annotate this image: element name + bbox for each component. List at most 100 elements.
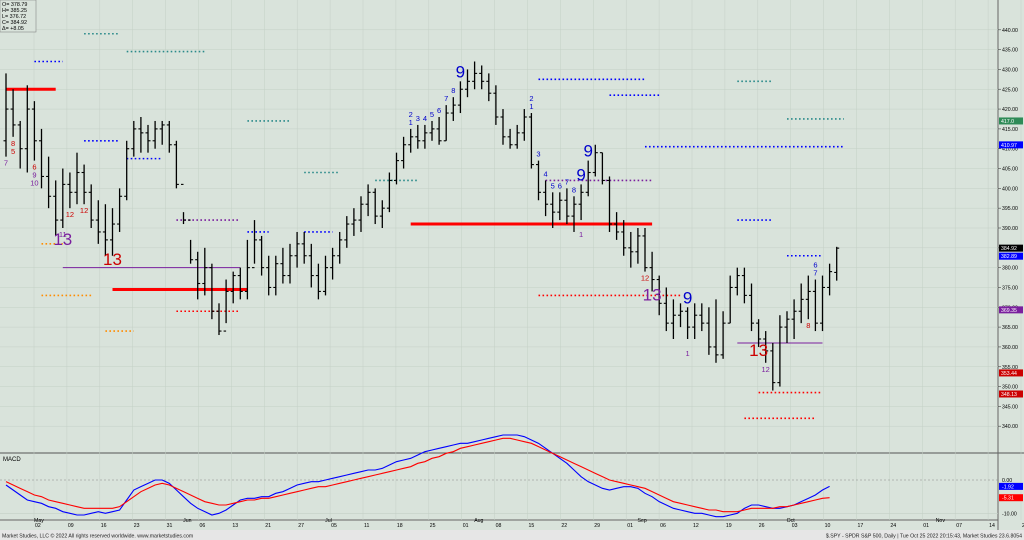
day-tick-label: 02 [35,523,41,529]
ohlc-bar [17,120,23,169]
ohlc-bar [720,311,726,359]
time-axis-labels: 02 09 16 23 31 06 13 21 27 05 11 18 25 01 08 15 22 29 01 06… [34,518,1024,529]
day-tick-label: 29 [594,523,600,529]
ohlc-bar [401,136,407,169]
ohlc-bar [188,219,194,264]
ohlc-bar [308,243,314,288]
footer-status: $.SPY - SPDR S&P 500, Daily | Tue Oct 25… [826,534,1022,540]
ohlc-bar [351,208,357,236]
price-tick-label: 340.00 [1002,424,1018,430]
ohlc-bar [465,69,470,98]
price-tick-label: 345.00 [1002,404,1018,410]
day-tick-label: 09 [68,523,74,529]
ohlc-bar [635,228,641,264]
price-flag [999,252,1023,260]
price-tick-label: 420.00 [1002,107,1018,113]
setup-count-label: 9 [32,171,36,180]
ohlc-bar [46,156,52,209]
ohlc-bar [585,160,591,197]
setup-count-major: 13 [53,230,72,249]
ohlc-bar [578,184,584,221]
ohlc-bar [344,216,350,248]
price-flag-label: 353.44 [1001,371,1017,377]
ohlc-bar [237,267,243,300]
setup-count-label: 3 [536,150,540,159]
setup-count-label: 1 [409,118,413,127]
ohlc-bar [741,267,747,304]
axis-strip [998,0,1024,530]
ohlc-high: H= 385.25 [2,8,27,14]
ohlc-bar [209,263,215,320]
ohlc-bar [493,85,499,125]
ohlc-bar [244,239,250,300]
setup-count-label: 3 [416,114,420,123]
day-tick-label: 14 [989,523,995,529]
ohlc-bar [607,176,612,232]
price-tick-label: 400.00 [1002,186,1018,192]
ohlc-bar [102,204,108,256]
ohlc-bar [152,120,158,149]
ohlc-bar [678,303,683,328]
month-label: Sep [638,518,647,524]
price-tick-label: 435.00 [1002,48,1018,54]
day-tick-label: 26 [759,523,765,529]
price-flag [999,306,1023,314]
ohlc-bar [557,192,563,221]
ohlc-bar [820,275,825,332]
ohlc-bar [429,120,435,141]
macd-value-flag [999,494,1023,502]
ohlc-bar [95,200,101,244]
time-grid [33,0,1022,520]
month-label: Jun [183,518,191,524]
price-tick-label: 375.00 [1002,285,1018,291]
ohlc-bar [521,109,527,141]
ohlc-bar [472,61,478,90]
day-tick-label: 06 [660,523,666,529]
setup-count-label: 7 [4,159,8,168]
ohlc-bar [834,246,840,281]
ohlc-bar [500,109,506,145]
month-label: May [34,518,44,524]
ohlc-bar [315,263,321,300]
footer-bar [0,530,1024,540]
ohlc-bar [663,287,669,332]
setup-count-label: 4 [423,114,427,123]
price-tick-label: 380.00 [1002,266,1018,272]
price-tick-label: 425.00 [1002,87,1018,93]
ohlc-bar [592,144,598,177]
price-tick-label: 360.00 [1002,345,1018,351]
setup-count-label: 12 [641,274,649,283]
macd-lines: -10.00 0.00-1.92 -5.31 [0,434,1023,517]
ohlc-bar [656,275,662,316]
ohlc-bar [394,152,399,185]
ohlc-bar [443,105,449,142]
ohlc-bar [202,247,208,296]
price-tick-label: 430.00 [1002,67,1018,73]
ohlc-bar [280,247,286,284]
ohlc-bar [195,251,201,300]
setup-count-label: 6 [437,106,441,115]
day-tick-label: 21 [1022,523,1024,529]
setup-count-label: 8 [11,139,15,148]
setup-count-label: 2 [529,94,533,103]
day-tick-label: 19 [726,523,732,529]
price-flag-label: 410.97 [1001,143,1017,149]
ohlc-bar [252,220,257,269]
price-flag-label: 348.13 [1001,392,1017,398]
ohlc-bar [230,271,236,304]
price-flag [999,390,1023,398]
ohlc-bar [614,212,620,240]
ohlc-bar [266,255,272,296]
ohlc-bar [74,152,80,205]
ohlc-bar [273,255,279,296]
setup-count-major: 9 [583,142,592,161]
ohlc-bar [10,89,16,137]
ohlc-bar [457,81,463,114]
day-tick-label: 13 [232,523,238,529]
ohlc-bar [699,303,705,332]
setup-count-label: 12 [66,210,74,219]
price-flag [999,244,1023,252]
setup-count-label: 11 [59,230,67,239]
ohlc-bar [734,267,740,296]
day-tick-label: 12 [693,523,699,529]
